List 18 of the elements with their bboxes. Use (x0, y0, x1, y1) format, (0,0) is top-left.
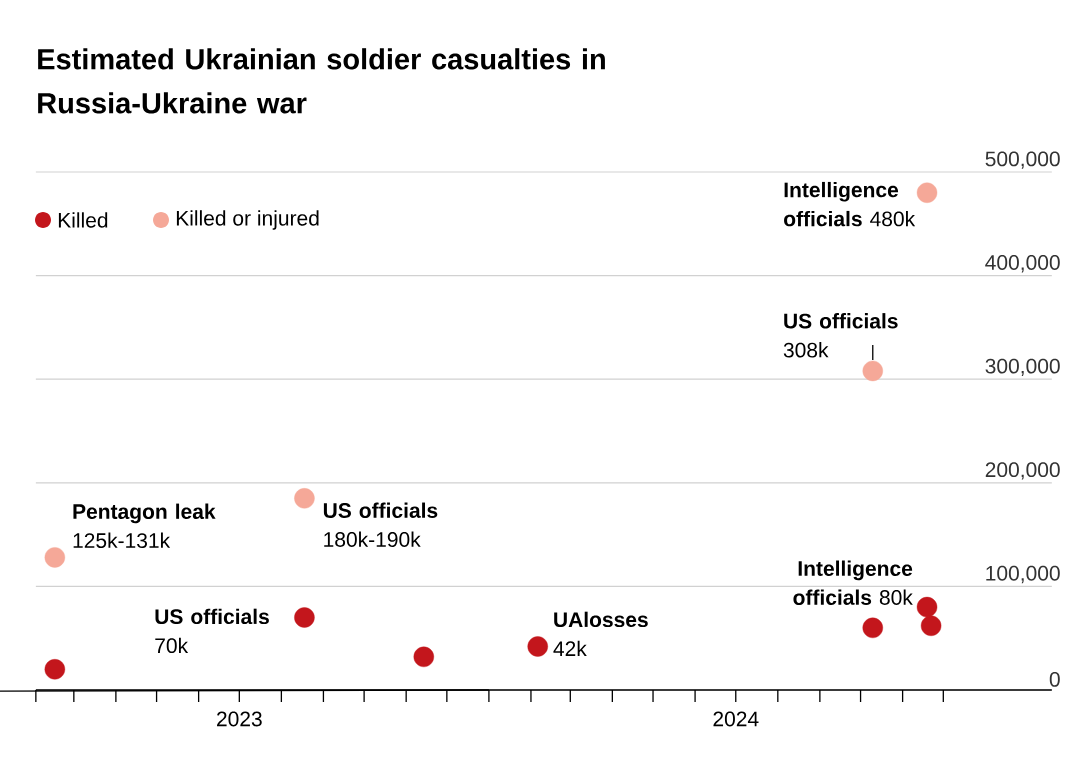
y-tick-label: 300,000 (985, 358, 1060, 376)
legend-label: Killed (58, 212, 108, 228)
y-tick-label: 100,000 (986, 565, 1060, 584)
y-tick-label: 0 (1049, 671, 1060, 687)
annotation: Intelligence officials 80k (793, 560, 913, 605)
chart-title: Estimated Ukrainian soldier casualties in Russia-Ukraine war (38, 48, 605, 114)
annotation: US officials 70k (155, 608, 269, 654)
x-tick-label: 2024 (713, 711, 759, 727)
annotation: Pentagon leak 125k-131k (73, 503, 216, 549)
annotation: UAlosses 42k (553, 611, 648, 656)
y-tick-label: 200,000 (985, 462, 1060, 480)
annotation: US officials 308k (783, 313, 898, 358)
x-tick-label: 2023 (217, 711, 262, 727)
annotation: US officials 180k-190k (323, 502, 438, 547)
annotation: Intelligence officials 480k (784, 181, 916, 227)
y-tick-label: 400,000 (985, 255, 1060, 273)
legend-label: Killed or injured (176, 210, 319, 230)
y-tick-label: 500,000 (985, 151, 1060, 169)
